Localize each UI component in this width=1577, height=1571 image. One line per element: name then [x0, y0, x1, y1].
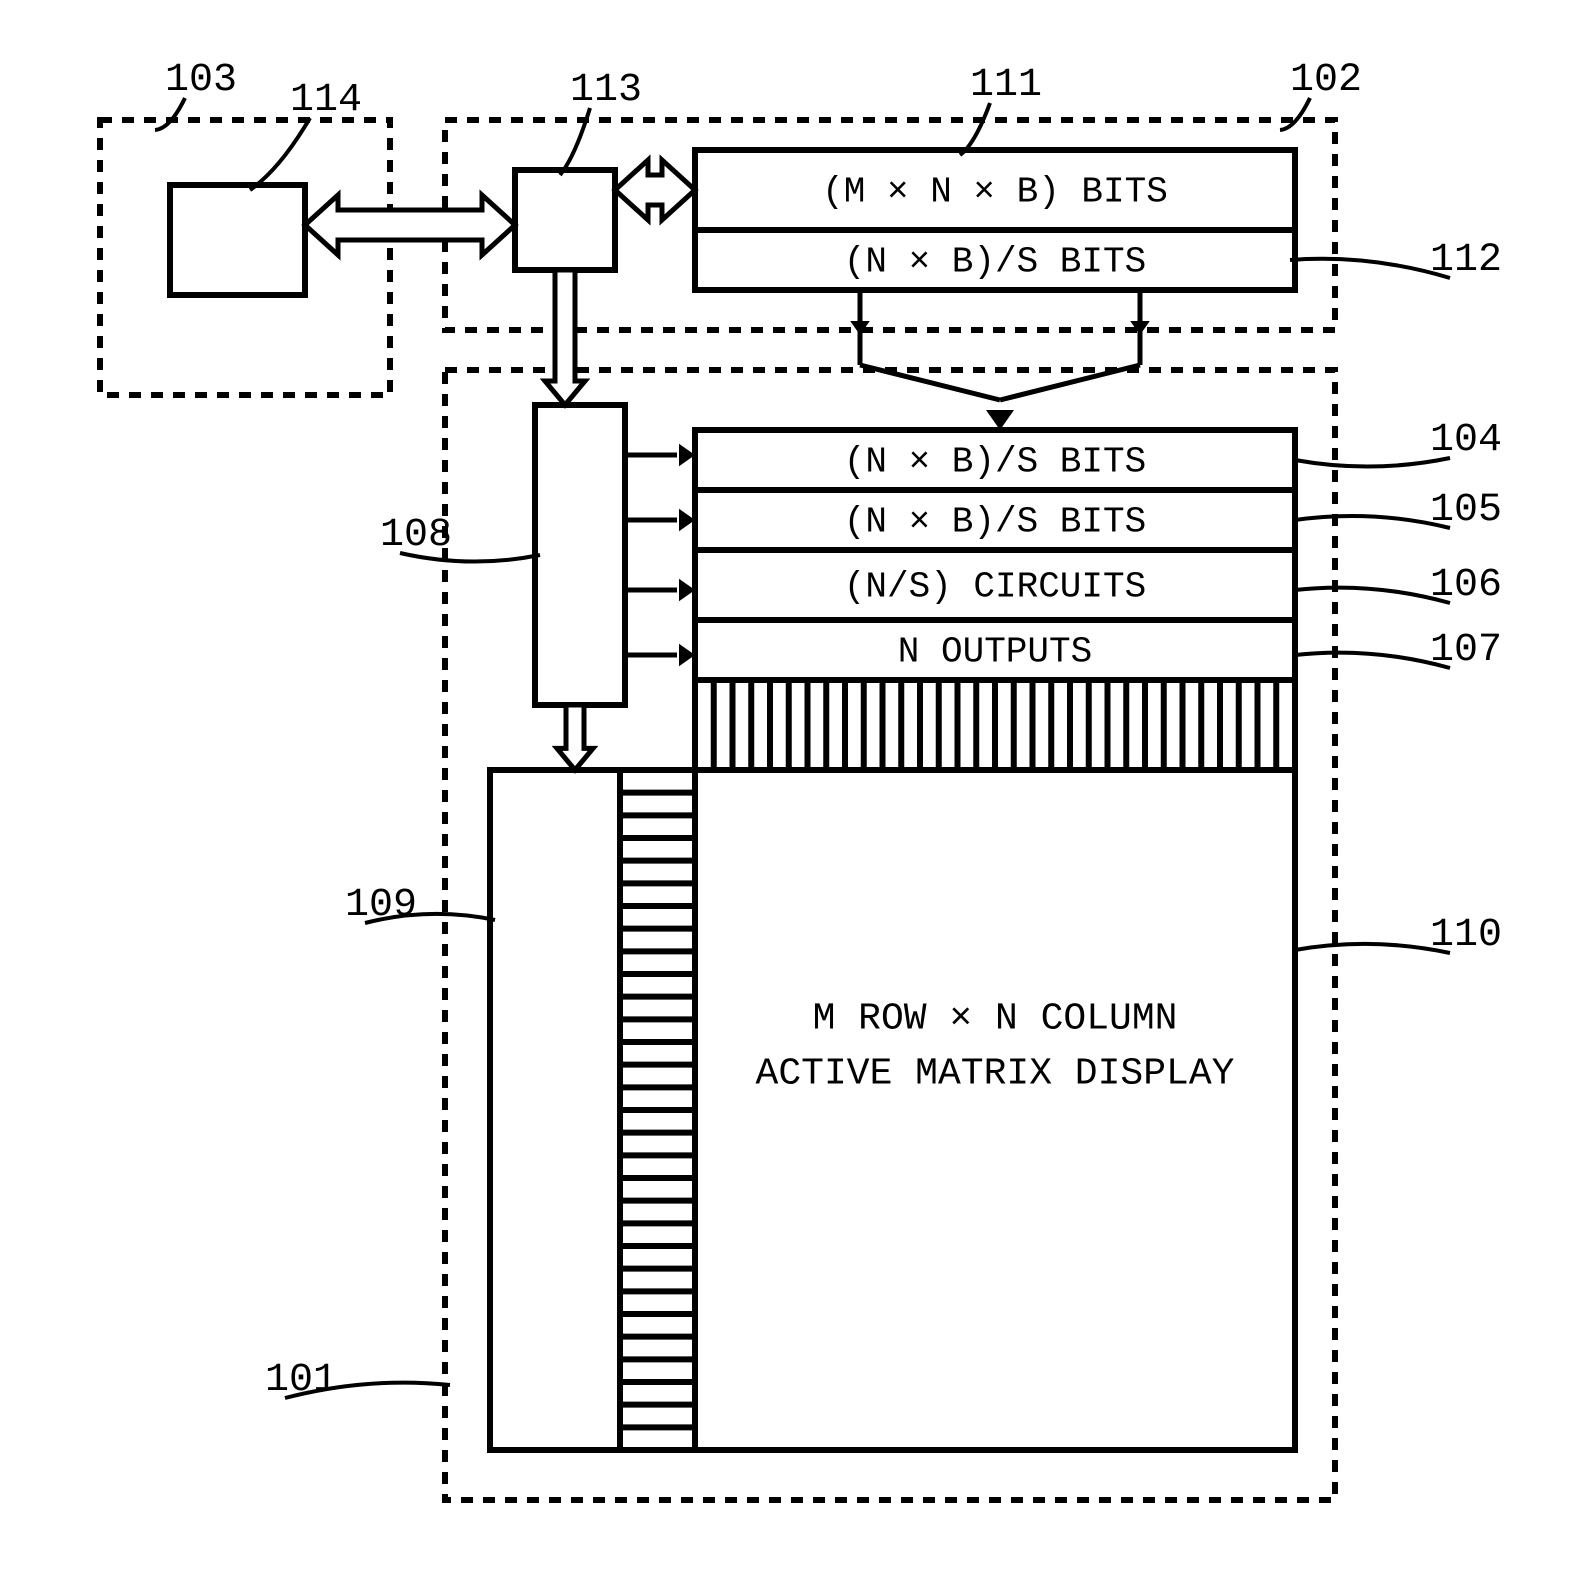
- leader-107: [1295, 653, 1450, 668]
- leader-110: [1295, 944, 1450, 953]
- label-101: 101: [265, 1358, 337, 1403]
- box-108: [535, 405, 625, 705]
- box-113: [515, 170, 615, 270]
- arrow-108-down: [557, 705, 593, 770]
- box-111-text: (M × N × B) BITS: [822, 172, 1168, 213]
- label-108: 108: [380, 513, 452, 558]
- label-114: 114: [290, 78, 362, 123]
- box-110: [695, 770, 1295, 1450]
- leader-104: [1295, 458, 1450, 467]
- arrow-113-111: [615, 160, 695, 220]
- box-109: [490, 770, 620, 1450]
- label-113: 113: [570, 68, 642, 113]
- box-110-text-line-0: M ROW × N COLUMN: [813, 997, 1178, 1040]
- arrow-113-down: [545, 270, 585, 405]
- box-114: [170, 185, 305, 295]
- box-105-text: (N × B)/S BITS: [844, 502, 1146, 543]
- box-104-text: (N × B)/S BITS: [844, 442, 1146, 483]
- box-106-text: (N/S) CIRCUITS: [844, 567, 1146, 608]
- label-104: 104: [1430, 418, 1502, 463]
- box-112-text: (N × B)/S BITS: [844, 242, 1146, 283]
- leader-114: [250, 118, 310, 190]
- box-110-text-line-1: ACTIVE MATRIX DISPLAY: [756, 1052, 1235, 1095]
- diagram-canvas: (N × B)/S BITS (N × B)/S BITS (N/S) CIRCUI…: [0, 0, 1577, 1571]
- label-111: 111: [970, 63, 1042, 108]
- leader-106: [1295, 588, 1450, 603]
- leader-105: [1295, 516, 1450, 528]
- leader-112: [1290, 259, 1450, 278]
- label-103: 103: [165, 58, 237, 103]
- arrow-114-113: [305, 195, 515, 255]
- box-107-text: N OUTPUTS: [898, 632, 1092, 673]
- label-102: 102: [1290, 58, 1362, 103]
